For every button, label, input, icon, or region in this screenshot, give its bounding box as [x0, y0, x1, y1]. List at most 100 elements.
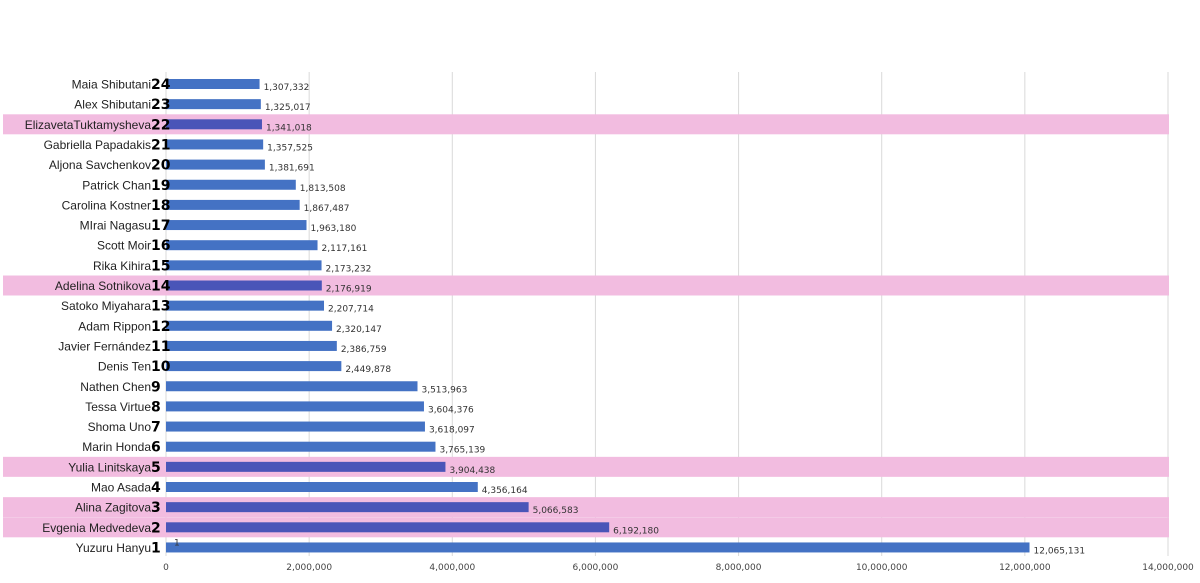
x-tick-label: 12,000,000 [999, 563, 1051, 573]
bar [166, 381, 418, 392]
x-tick-label: 14,000,000 [1142, 563, 1194, 573]
data-label: 3,904,438 [449, 466, 495, 476]
data-label: 4,356,164 [482, 486, 528, 496]
bar [166, 79, 260, 89]
rank-number: 14 [151, 279, 171, 295]
athlete-name: Nathen Chen [80, 380, 151, 394]
athlete-name: Shoma Uno [88, 420, 152, 434]
athlete-name: Satoko Miyahara [61, 299, 151, 313]
x-tick-label: 8,000,000 [716, 563, 762, 573]
bar [166, 542, 1030, 553]
data-label: 1,341,018 [266, 123, 312, 133]
athlete-name: Yulia Linitskaya [68, 460, 151, 474]
rank-number: 7 [151, 420, 161, 436]
athlete-name: Rika Kihira [93, 259, 151, 273]
rank-number: 1 [151, 540, 161, 556]
bar [166, 280, 322, 291]
bar [166, 139, 264, 150]
category-label: Adam Rippon [78, 319, 151, 333]
x-tick-label: 10,000,000 [856, 563, 908, 573]
bar [166, 99, 261, 110]
grid-lines [165, 72, 1169, 556]
bar [166, 441, 436, 452]
athlete-name: Alina Zagitova [75, 501, 151, 515]
bar [166, 320, 333, 331]
data-label: 1,307,332 [264, 83, 310, 93]
rank-number: 22 [151, 117, 170, 133]
x-tick-label: 6,000,000 [573, 563, 619, 573]
rank-number: 3 [151, 500, 161, 516]
bar [166, 401, 424, 412]
category-label: Maia Shibutani [72, 78, 151, 92]
x-tick-label: 4,000,000 [429, 563, 475, 573]
rank-number: 8 [151, 399, 161, 415]
data-label: 2,207,714 [328, 305, 374, 315]
rank-number: 10 [151, 359, 171, 375]
data-label: 1,813,508 [300, 184, 346, 194]
category-label: Adelina Sotnikova [55, 279, 151, 293]
data-label: 2,320,147 [336, 325, 382, 335]
category-label: Scott Moir [97, 239, 151, 253]
athlete-name: Mao Asada [91, 481, 151, 495]
category-label: Mao Asada [91, 481, 151, 495]
data-label: 2,176,919 [326, 285, 372, 295]
rank-number: 5 [151, 460, 161, 476]
athlete-name: Yuzuru Hanyu [76, 541, 151, 555]
athlete-name: Scott Moir [97, 239, 151, 253]
athlete-name: ElizavetaTuktamysheva [25, 118, 152, 132]
category-label: Rika Kihira [93, 259, 151, 273]
athlete-name: Javier Fernández [58, 339, 151, 353]
rank-number: 4 [151, 480, 161, 496]
rank-number: 9 [151, 379, 161, 395]
rank-number: 12 [151, 319, 170, 335]
athlete-name: Patrick Chan [82, 178, 151, 192]
data-label: 6,192,180 [613, 526, 659, 536]
data-label: 2,117,161 [322, 244, 368, 254]
x-tick-label: 2,000,000 [286, 563, 332, 573]
category-label: Carolina Kostner [62, 198, 151, 212]
bar [166, 240, 318, 251]
data-label: 1,867,487 [304, 204, 350, 214]
rank-number: 2 [151, 520, 161, 536]
rank-number: 18 [151, 198, 170, 214]
category-label: Javier Fernández [58, 339, 151, 353]
data-label: 3,618,097 [429, 426, 475, 436]
category-label: Shoma Uno [88, 420, 152, 434]
category-label: Tessa Virtue [85, 400, 151, 414]
data-label: 2,449,878 [345, 365, 391, 375]
data-labels: 1,307,332 1,325,017 1,341,018 1,357,525 1,38… [264, 83, 1085, 556]
data-label: 1,357,525 [267, 143, 313, 153]
data-label: 2,386,759 [341, 345, 387, 355]
rank-number: 17 [151, 218, 170, 234]
athlete-name: Marin Honda [82, 440, 151, 454]
data-label: 1,325,017 [265, 103, 311, 113]
bar [166, 260, 322, 271]
bar [166, 179, 296, 190]
bar [166, 482, 478, 492]
rank-number: 24 [151, 77, 171, 93]
rank-number: 19 [151, 178, 170, 194]
athlete-name: Denis Ten [98, 360, 151, 374]
x-tick-label: 0 [163, 563, 169, 573]
category-label: Aljona Savchenkov [49, 158, 151, 172]
data-label: 12,065,131 [1034, 546, 1086, 556]
rank-number: 11 [151, 339, 170, 355]
athlete-name: Gabriella Papadakis [44, 138, 151, 152]
data-label: 3,513,963 [421, 385, 467, 395]
data-label: 3,604,376 [428, 405, 474, 415]
bar [166, 421, 425, 432]
bar [166, 461, 446, 472]
athlete-name: Maia Shibutani [72, 78, 151, 92]
bar [166, 340, 337, 351]
athlete-name: Carolina Kostner [62, 198, 151, 212]
athlete-name: MIrai Nagasu [80, 219, 151, 233]
bar [166, 119, 262, 130]
annotation-label: 1 [174, 538, 180, 548]
x-axis-ticks: 0 2,000,000 4,000,000 6,000,000 8,000,000 10,… [163, 563, 1194, 573]
athlete-name: Adam Rippon [78, 319, 151, 333]
category-label: Satoko Miyahara [61, 299, 151, 313]
data-label: 1,963,180 [311, 224, 357, 234]
category-label: Gabriella Papadakis [44, 138, 151, 152]
